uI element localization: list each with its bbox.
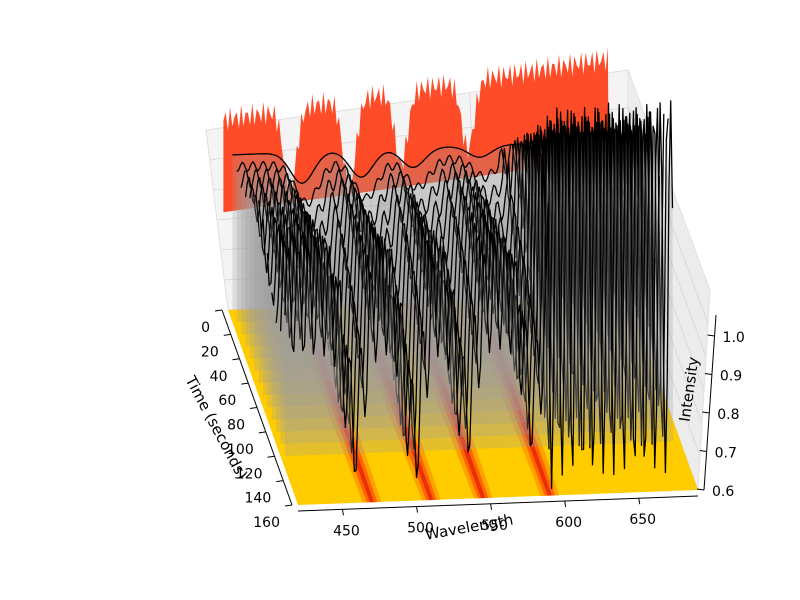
y-tick-label: 0	[201, 320, 210, 336]
x-tick-label: 450	[333, 523, 360, 539]
y-tick-label: 160	[253, 515, 280, 531]
x-axis-line	[297, 495, 699, 512]
y-tick-mark	[232, 358, 240, 361]
y-tick-mark	[276, 480, 284, 483]
z-tick-label: 0.6	[712, 484, 734, 500]
z-tick-mark	[707, 334, 715, 337]
z-tick-mark	[699, 450, 707, 452]
trace-fill-t90	[271, 112, 660, 420]
y-tick-mark	[284, 504, 293, 507]
x-tick-mark	[638, 498, 641, 505]
y-tick-label: 40	[210, 369, 228, 385]
x-tick-label: 550	[481, 518, 508, 534]
y-tick-mark	[214, 309, 223, 312]
y-tick-label: 60	[218, 393, 236, 409]
floor-contour-band-2	[358, 304, 434, 501]
z-tick-label: 0.9	[720, 369, 742, 385]
z-tick-label: 1.0	[723, 330, 745, 346]
tick-labels: 450 500 550 600 650 0 20 40 60 80 100 120 140 160 0.6 0…	[201, 309, 745, 539]
y-tick-label: 80	[227, 418, 245, 434]
y-tick-mark	[241, 382, 249, 385]
x-tick-mark	[341, 509, 344, 516]
z-axis-line	[703, 314, 717, 491]
y-tick-label: 140	[245, 491, 272, 507]
trace-t120	[284, 100, 674, 490]
trace-fill-t110	[280, 104, 669, 453]
z-tick-mark	[696, 488, 705, 491]
x-axis-label: Wavelength	[424, 510, 515, 543]
x-tick-label: 600	[555, 515, 582, 531]
y-tick-mark	[249, 407, 258, 409]
time-series-traces	[232, 100, 674, 490]
y-tick-label: 120	[236, 466, 263, 482]
y-tick-mark	[258, 431, 266, 434]
z-tick-label: 0.7	[715, 446, 737, 462]
x-tick-label: 500	[407, 521, 434, 537]
x-tick-label: 650	[629, 512, 656, 528]
trace-t80	[266, 113, 656, 381]
y-tick-mark	[267, 455, 275, 458]
z-tick-mark	[704, 373, 712, 375]
z-tick-label: 0.8	[717, 407, 739, 423]
x-tick-mark	[490, 503, 493, 510]
x-tick-mark	[416, 506, 419, 513]
z-tick-mark	[702, 411, 710, 414]
x-tick-mark	[564, 500, 567, 508]
trace-t110	[279, 104, 669, 454]
trace-fill-t100	[276, 108, 665, 432]
y-tick-mark	[223, 333, 231, 336]
y-tick-label: 100	[227, 442, 254, 458]
y-tick-label: 20	[201, 344, 219, 360]
floor-contour-band-4	[476, 300, 552, 496]
floor-contour-band-1	[299, 307, 375, 503]
